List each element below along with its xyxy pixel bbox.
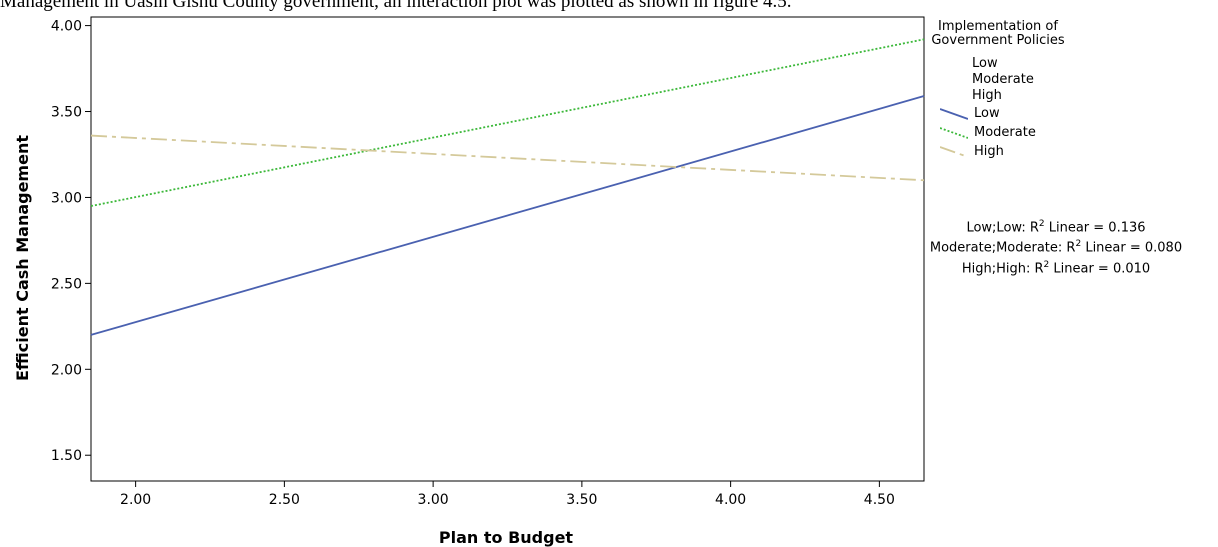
series-line-high: [90, 134, 925, 182]
y-tick-label: 1.50: [51, 448, 82, 464]
r2-superscript: 2: [1038, 219, 1045, 229]
legend-category-labels: Low Moderate High: [972, 56, 1138, 104]
legend-category-low: Low: [972, 56, 998, 71]
x-tick-label: 4.00: [715, 492, 746, 508]
plot-frame: [90, 16, 925, 482]
legend-item-high: High: [928, 142, 1138, 161]
x-tick-label: 4.50: [864, 492, 895, 508]
x-tick-label: 2.00: [120, 492, 151, 508]
legend-label: High: [974, 144, 1004, 159]
y-tick-label: 3.00: [51, 190, 82, 206]
y-tick-label: 4.00: [51, 19, 82, 35]
r-squared-line: Low;Low: R2 Linear = 0.136: [926, 216, 1186, 236]
legend-label: Low: [974, 106, 1000, 121]
y-axis-label: Efficient Cash Management: [13, 135, 32, 381]
legend-series-list: Low Moderate High: [928, 104, 1138, 161]
legend-swatch-low: [940, 107, 968, 120]
x-tick-label: 3.50: [566, 492, 597, 508]
legend-category-moderate: Moderate: [972, 72, 1034, 87]
x-tick-label: 2.50: [269, 492, 300, 508]
r-squared-line: High;High: R2 Linear = 0.010: [926, 257, 1186, 277]
legend: Implementation of Government Policies Lo…: [928, 20, 1138, 161]
legend-item-low: Low: [928, 104, 1138, 123]
legend-swatch-high: [940, 145, 968, 158]
r-squared-line: Moderate;Moderate: R2 Linear = 0.080: [926, 236, 1186, 256]
r2-value: Linear = 0.010: [1049, 260, 1151, 276]
legend-category-high: High: [972, 88, 1002, 103]
series-line-moderate: [90, 38, 925, 207]
r2-prefix: Moderate;Moderate: R: [929, 240, 1076, 256]
figure-caption: Management in Uasin Gishu County governm…: [0, 0, 792, 12]
legend-item-moderate: Moderate: [928, 123, 1138, 142]
x-axis-label: Plan to Budget: [439, 528, 574, 547]
legend-label: Moderate: [974, 125, 1036, 140]
r2-prefix: High;High: R: [961, 260, 1044, 276]
y-tick-label: 3.50: [51, 105, 82, 121]
r2-superscript: 2: [1043, 259, 1050, 270]
series-line-low: [90, 95, 925, 336]
r2-superscript: 2: [1075, 239, 1082, 250]
r2-value: Linear = 0.080: [1081, 240, 1183, 256]
y-tick-label: 2.00: [51, 362, 82, 378]
r-squared-annotations: Low;Low: R2 Linear = 0.136 Moderate;Moder…: [926, 216, 1186, 277]
r2-value: Linear = 0.136: [1044, 220, 1146, 236]
r2-prefix: Low;Low: R: [966, 220, 1039, 236]
legend-swatch-moderate: [940, 126, 968, 139]
x-tick-label: 3.00: [418, 492, 449, 508]
y-tick-label: 2.50: [51, 276, 82, 292]
legend-title: Implementation of Government Policies: [931, 19, 1065, 48]
